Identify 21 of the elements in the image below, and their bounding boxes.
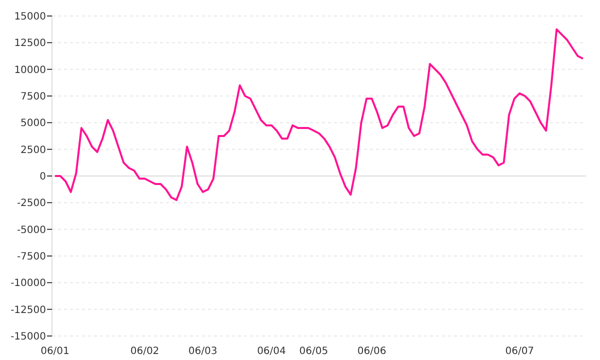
x-tick-label: 06/05 [299, 346, 328, 357]
y-tick-label: 12500 [14, 38, 46, 50]
x-tick-label: 06/01 [40, 346, 70, 357]
y-tick-label: 2500 [20, 144, 46, 156]
x-tick-label: 06/07 [505, 346, 534, 357]
y-tick-label: 5000 [20, 118, 46, 130]
x-tick-label: 06/06 [357, 346, 386, 357]
y-tick-label: -7500 [16, 252, 46, 262]
y-tick-label: 7500 [20, 92, 46, 102]
y-tick-label: -10000 [10, 278, 46, 290]
y-tick-label: 10000 [14, 64, 46, 76]
x-tick-label: 06/03 [188, 346, 218, 357]
y-tick-label: -2500 [16, 198, 46, 210]
y-tick-label: 0 [40, 172, 46, 182]
y-tick-label: 15000 [14, 12, 46, 22]
line-series [54, 28, 584, 201]
y-tick-label: -15000 [10, 332, 46, 342]
y-tick-label: -12500 [10, 304, 46, 316]
y-tick-label: -5000 [16, 224, 46, 236]
x-tick-label: 06/02 [130, 346, 160, 357]
x-tick-label: 06/04 [257, 346, 286, 357]
